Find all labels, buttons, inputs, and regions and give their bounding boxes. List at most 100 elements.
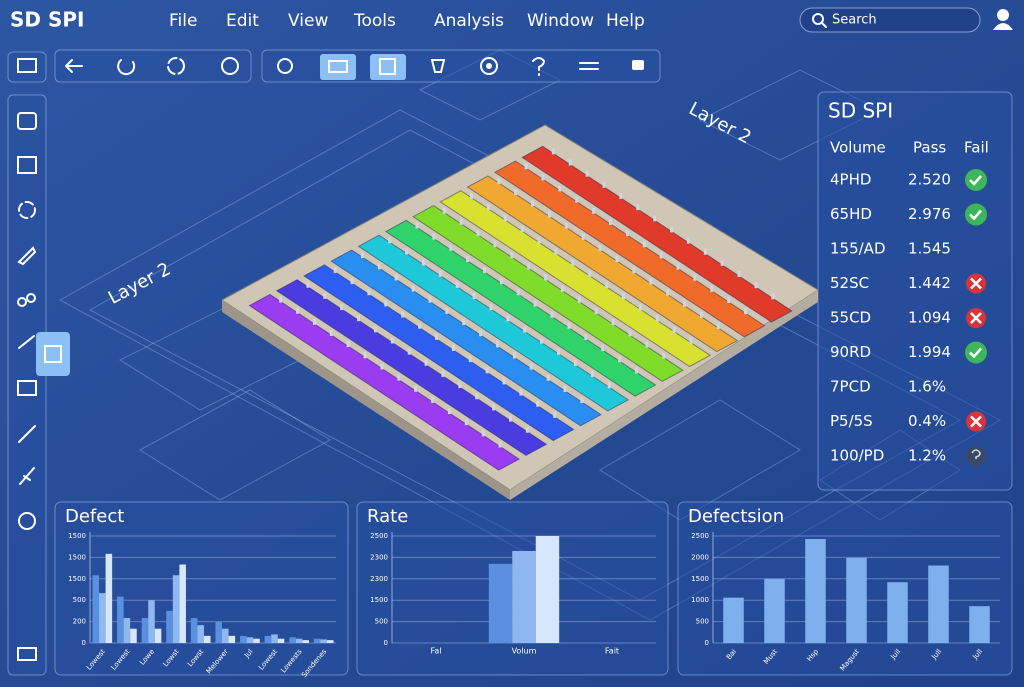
bar: [320, 639, 327, 643]
pin: [512, 352, 516, 359]
frame-icon[interactable]: [17, 112, 37, 130]
component-row: [521, 145, 793, 323]
pin: [502, 378, 506, 385]
pin: [509, 415, 513, 422]
bar: [535, 536, 560, 643]
history-icon[interactable]: [221, 57, 239, 75]
menu-item[interactable]: Tools: [353, 11, 396, 31]
pin: [621, 293, 625, 300]
pin: [536, 400, 540, 407]
pin: [462, 319, 466, 326]
y-tick-label: 0: [705, 639, 709, 647]
camera-icon[interactable]: [632, 60, 644, 70]
component-row: [493, 160, 766, 338]
refresh-icon[interactable]: [117, 59, 136, 76]
volume-cell: P5/5S: [830, 412, 873, 430]
menu-item[interactable]: Edit: [226, 11, 259, 31]
pin: [659, 252, 663, 259]
pin: [418, 322, 422, 329]
pin: [615, 256, 619, 263]
component-row: [248, 293, 521, 471]
chip-tool-active[interactable]: [36, 332, 70, 376]
y-tick-label: 1000: [691, 596, 709, 604]
sync-icon[interactable]: [167, 57, 185, 75]
menu-item[interactable]: Help: [606, 11, 645, 31]
pin: [666, 289, 670, 296]
pin: [481, 430, 485, 437]
user-icon-head[interactable]: [997, 9, 1009, 21]
probe-icon[interactable]: [430, 59, 446, 73]
record-icon[interactable]: [480, 57, 498, 75]
pin: [608, 218, 612, 225]
pin: [683, 300, 687, 307]
pin: [468, 356, 472, 363]
pin: [585, 170, 589, 177]
pin: [632, 267, 636, 274]
pin: [551, 148, 555, 155]
cycle-icon[interactable]: [18, 201, 36, 219]
pin: [459, 218, 463, 225]
swap-icon[interactable]: [579, 62, 599, 70]
probe-tool-icon[interactable]: [18, 335, 35, 349]
pen-icon[interactable]: [17, 246, 37, 266]
view-icon: [328, 60, 348, 73]
settings-icon[interactable]: [277, 58, 293, 74]
toolbar-group: [261, 49, 661, 83]
undo-icon[interactable]: [65, 59, 83, 73]
pin: [451, 344, 455, 351]
pin: [577, 296, 581, 303]
bar: [271, 634, 278, 643]
bar: [512, 550, 536, 643]
menu-item[interactable]: View: [288, 11, 328, 31]
chart-title: Defect: [65, 506, 124, 527]
pin: [686, 237, 690, 244]
pass-cell: 2.520: [908, 171, 951, 189]
pin: [573, 359, 577, 366]
chart-panel: [677, 501, 1013, 676]
bar: [253, 638, 260, 643]
pin: [449, 244, 453, 251]
y-tick-label: 0: [82, 639, 86, 647]
pin: [455, 281, 459, 288]
pass-cell: 1.2%: [908, 447, 946, 465]
x-tick-label: Fal: [431, 647, 442, 656]
menu-item[interactable]: Window: [527, 11, 594, 31]
chart-title: Defectsion: [688, 506, 784, 527]
pin: [489, 304, 493, 311]
monitor-icon[interactable]: [17, 58, 37, 73]
target-icon[interactable]: [18, 512, 36, 530]
search-icon: [812, 13, 824, 25]
pin: [520, 226, 524, 233]
pin: [312, 318, 316, 325]
bar: [846, 557, 867, 643]
list-icon[interactable]: [17, 156, 37, 174]
link-icon[interactable]: [18, 425, 36, 443]
pin: [581, 233, 585, 240]
cut-icon[interactable]: [19, 467, 35, 485]
y-tick-label: 200: [73, 618, 86, 626]
y-tick-label: 1500: [68, 532, 86, 540]
component-row: [384, 219, 657, 397]
board-side: [222, 300, 510, 500]
pin: [384, 300, 388, 307]
screen-icon[interactable]: [17, 380, 37, 396]
view-button-active[interactable]: [320, 54, 356, 80]
pin: [506, 315, 510, 322]
user-icon-body: [993, 23, 1013, 30]
search-box[interactable]: [799, 7, 981, 33]
layout-button-active[interactable]: [370, 54, 406, 80]
search-icon-handle: [821, 22, 827, 28]
pin: [598, 244, 602, 251]
bar: [246, 637, 254, 643]
pin: [533, 300, 537, 307]
nodes-icon[interactable]: [17, 297, 27, 307]
menu-bar: File Edit View Tools Analysis Window Help: [169, 11, 645, 31]
menu-item[interactable]: File: [169, 11, 197, 31]
help-icon[interactable]: [532, 57, 546, 76]
bar: [197, 625, 204, 643]
menu-item[interactable]: Analysis: [434, 11, 504, 31]
pass-cell: 1.094: [908, 309, 951, 327]
pin: [438, 270, 442, 277]
home-icon[interactable]: [17, 647, 37, 661]
bar: [228, 635, 236, 643]
